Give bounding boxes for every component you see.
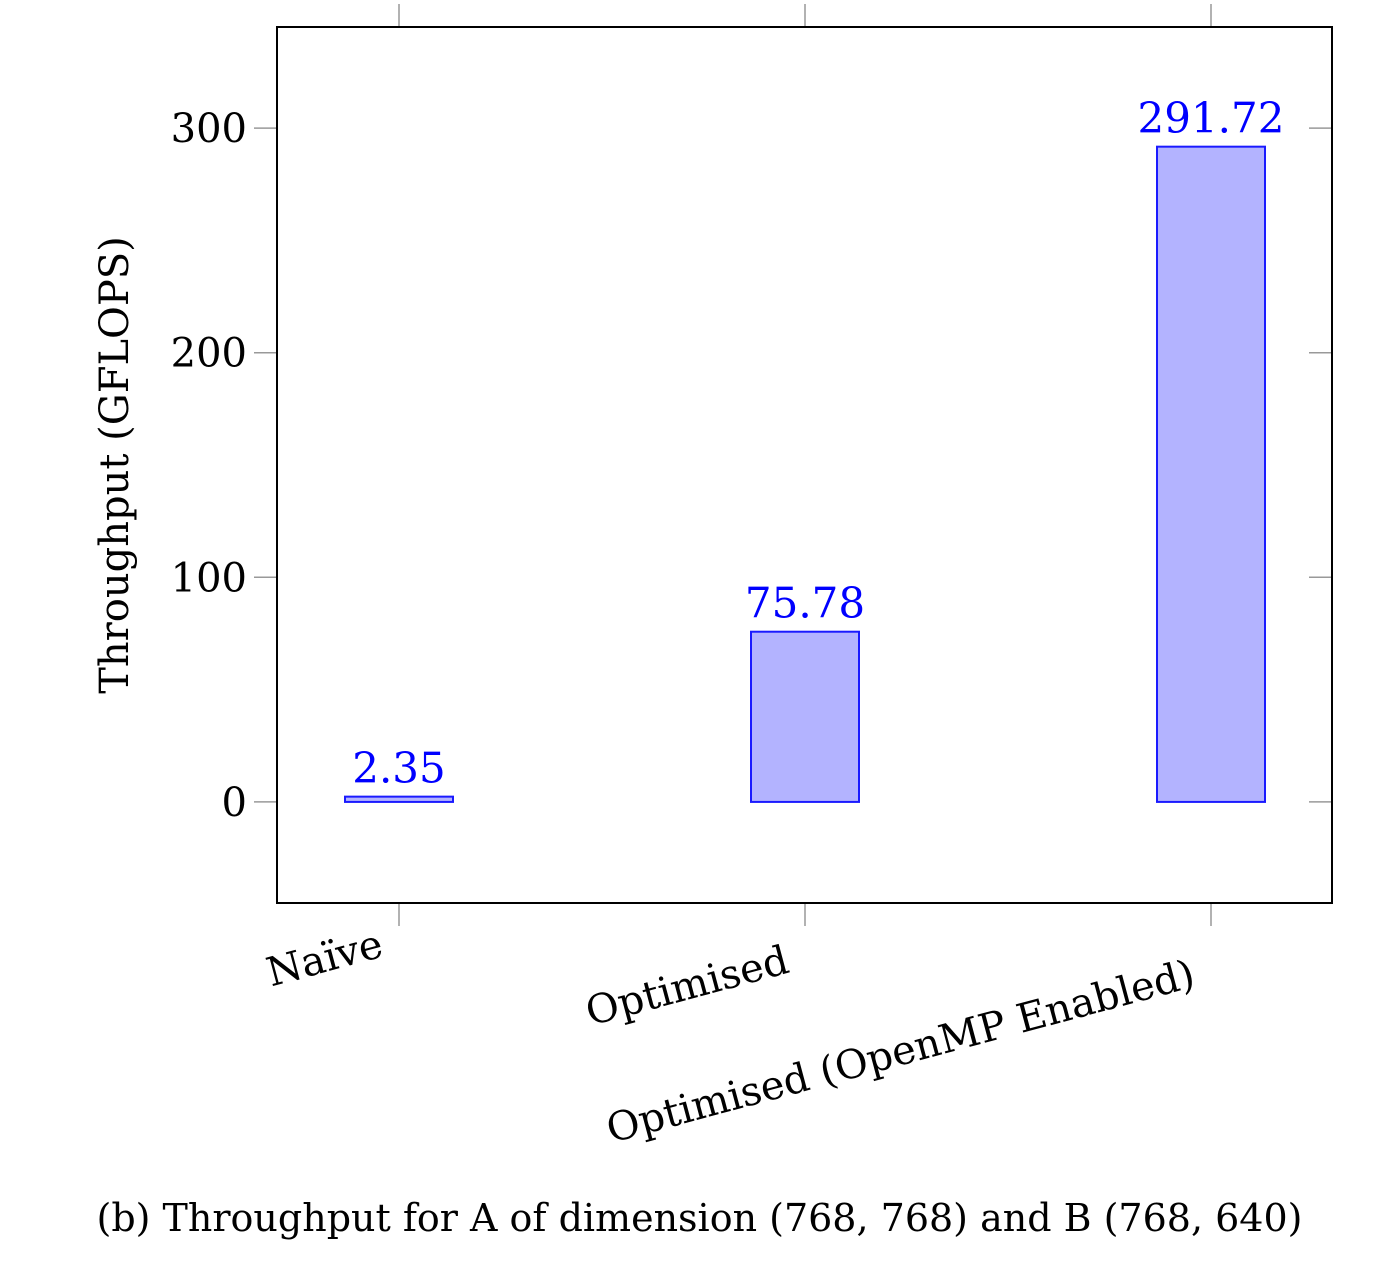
- figure-caption: (b) Throughput for A of dimension (768, …: [96, 1196, 1303, 1240]
- bar-value-label-2: 291.72: [1138, 94, 1285, 143]
- bar-0: [344, 795, 454, 803]
- bars: [344, 145, 1266, 803]
- bar-1: [750, 630, 860, 803]
- x-tick-label-0: Naïve: [262, 921, 388, 996]
- y-axis-label: Throughput (GFLOPS): [92, 236, 138, 694]
- bar-2: [1156, 145, 1266, 803]
- bar-value-label-1: 75.78: [745, 579, 865, 628]
- y-tick-label-1: 100: [171, 555, 247, 601]
- x-tick-label-1: Optimised: [581, 937, 794, 1035]
- y-tick-label-2: 200: [171, 331, 247, 377]
- y-tick-label-0: 0: [222, 780, 247, 826]
- bar-value-label-0: 2.35: [352, 744, 446, 793]
- plot-frame: [276, 26, 1333, 904]
- y-tick-label-3: 300: [171, 106, 247, 152]
- tick-marks: [254, 4, 1332, 926]
